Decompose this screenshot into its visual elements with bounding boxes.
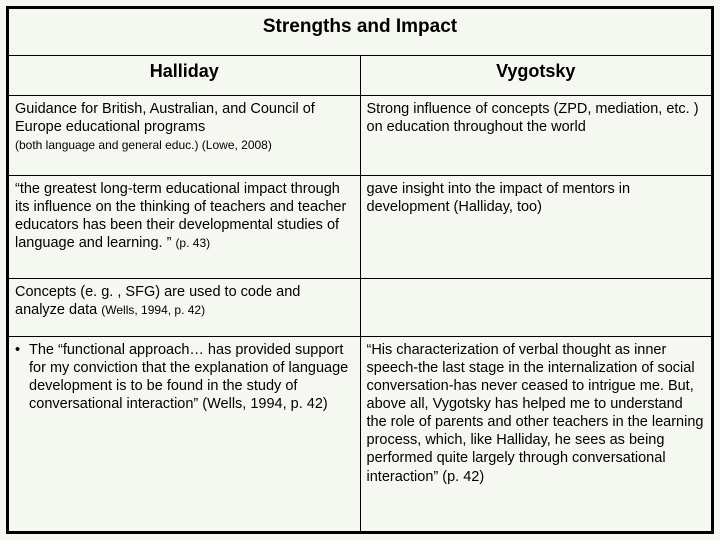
cell-left: Concepts (e. g. , SFG) are used to code … [9, 279, 361, 336]
cell-right [360, 279, 712, 336]
header-row: Halliday Vygotsky [9, 55, 712, 95]
cell-left: • The “functional approach… has provided… [9, 336, 361, 531]
cell-note: (both language and general educ.) (Lowe,… [15, 138, 272, 152]
cell-left: Guidance for British, Australian, and Co… [9, 95, 361, 175]
cell-page-ref: (p. 43) [175, 236, 210, 250]
table-row: Guidance for British, Australian, and Co… [9, 95, 712, 175]
table-title: Strengths and Impact [9, 9, 712, 56]
bullet-item: • The “functional approach… has provided… [15, 341, 354, 414]
cell-right: Strong influence of concepts (ZPD, media… [360, 95, 712, 175]
cell-note: (Wells, 1994, p. 42) [101, 303, 205, 317]
title-row: Strengths and Impact [9, 9, 712, 56]
table-row: “the greatest long-term educational impa… [9, 175, 712, 278]
cell-left: “the greatest long-term educational impa… [9, 175, 361, 278]
column-header-right: Vygotsky [360, 55, 712, 95]
column-header-left: Halliday [9, 55, 361, 95]
cell-text: Guidance for British, Australian, and Co… [15, 101, 315, 135]
cell-right: “His characterization of verbal thought … [360, 336, 712, 531]
bullet-marker: • [15, 341, 29, 414]
cell-right: gave insight into the impact of mentors … [360, 175, 712, 278]
cell-text: The “functional approach… has provided s… [29, 341, 354, 414]
table-row: • The “functional approach… has provided… [9, 336, 712, 531]
table-container: Strengths and Impact Halliday Vygotsky G… [6, 6, 714, 534]
comparison-table: Strengths and Impact Halliday Vygotsky G… [8, 8, 712, 532]
table-row: Concepts (e. g. , SFG) are used to code … [9, 279, 712, 336]
